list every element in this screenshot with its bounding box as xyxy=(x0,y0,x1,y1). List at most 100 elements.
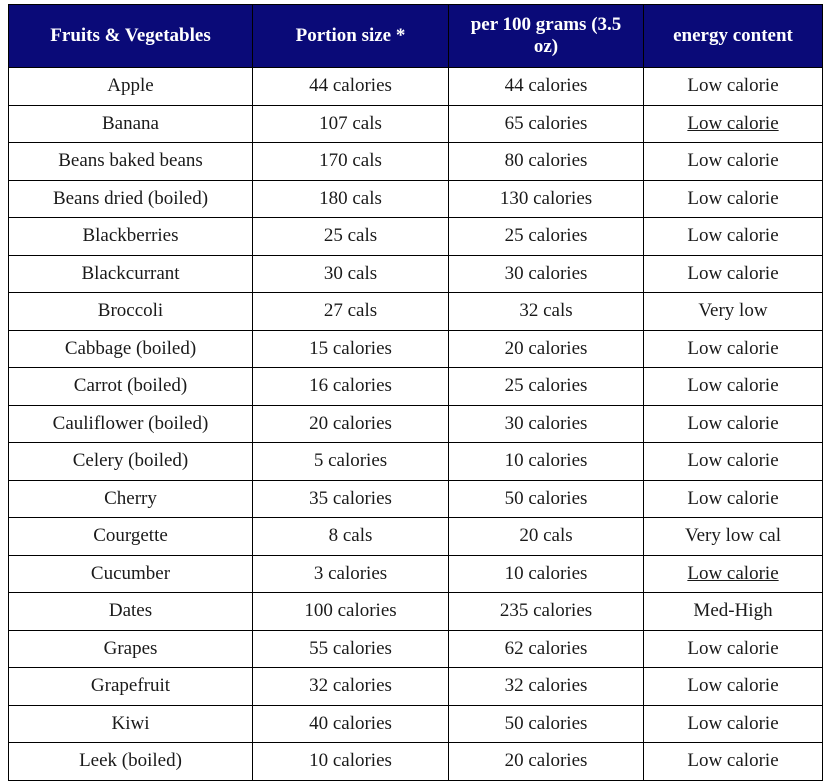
cell-per-100-grams: 235 calories xyxy=(448,592,644,631)
cell-item-name: Cauliflower (boiled) xyxy=(8,404,253,443)
cell-energy-content: Low calorie xyxy=(643,479,823,518)
cell-per-100-grams: 80 calories xyxy=(448,142,644,181)
table-row: Carrot (boiled) 16 calories 25 calories Low… xyxy=(8,367,823,406)
cell-energy-content: Low calorie xyxy=(643,629,823,668)
cell-per-100-grams: 20 calories xyxy=(448,329,644,368)
cell-portion-size: 5 calories xyxy=(252,442,449,481)
cell-per-100-grams: 20 calories xyxy=(448,742,644,781)
cell-energy-content: Low calorie xyxy=(643,442,823,481)
table-row: Blackcurrant 30 cals 30 calories Low calori… xyxy=(8,254,823,293)
cell-portion-size: 30 cals xyxy=(252,254,449,293)
calorie-table: Fruits & Vegetables Portion size * per 1… xyxy=(8,4,823,781)
table-row: Broccoli 27 cals 32 cals Very low xyxy=(8,292,823,331)
header-row: Fruits & Vegetables Portion size * per 1… xyxy=(8,4,823,68)
cell-item-name: Blackcurrant xyxy=(8,254,253,293)
table-row: Cucumber 3 calories 10 calories Low calorie xyxy=(8,554,823,593)
table-row: Beans dried (boiled) 180 cals 130 calories… xyxy=(8,179,823,218)
cell-per-100-grams: 20 cals xyxy=(448,517,644,556)
cell-energy-content: Low calorie xyxy=(643,554,823,593)
calorie-table-container: Fruits & Vegetables Portion size * per 1… xyxy=(8,4,823,781)
header-fruits-vegetables: Fruits & Vegetables xyxy=(8,4,253,68)
cell-energy-content: Low calorie xyxy=(643,704,823,743)
cell-energy-content: Low calorie xyxy=(643,667,823,706)
cell-item-name: Beans dried (boiled) xyxy=(8,179,253,218)
cell-energy-content: Very low cal xyxy=(643,517,823,556)
header-portion-size: Portion size * xyxy=(252,4,449,68)
cell-energy-content: Low calorie xyxy=(643,217,823,256)
cell-energy-content: Low calorie xyxy=(643,179,823,218)
cell-per-100-grams: 30 calories xyxy=(448,404,644,443)
cell-per-100-grams: 65 calories xyxy=(448,104,644,143)
cell-per-100-grams: 44 calories xyxy=(448,67,644,106)
header-per-100-grams: per 100 grams (3.5 oz) xyxy=(448,4,644,68)
table-row: Grapefruit 32 calories 32 calories Low calo… xyxy=(8,667,823,706)
cell-item-name: Dates xyxy=(8,592,253,631)
cell-energy-content: Med-High xyxy=(643,592,823,631)
cell-portion-size: 44 calories xyxy=(252,67,449,106)
table-row: Grapes 55 calories 62 calories Low calorie xyxy=(8,629,823,668)
cell-portion-size: 10 calories xyxy=(252,742,449,781)
table-row: Cauliflower (boiled) 20 calories 30 calori… xyxy=(8,404,823,443)
table-row: Courgette 8 cals 20 cals Very low cal xyxy=(8,517,823,556)
cell-portion-size: 25 cals xyxy=(252,217,449,256)
cell-per-100-grams: 10 calories xyxy=(448,442,644,481)
cell-item-name: Apple xyxy=(8,67,253,106)
cell-item-name: Carrot (boiled) xyxy=(8,367,253,406)
cell-energy-content: Low calorie xyxy=(643,104,823,143)
cell-portion-size: 3 calories xyxy=(252,554,449,593)
table-row: Kiwi 40 calories 50 calories Low calorie xyxy=(8,704,823,743)
table-row: Dates 100 calories 235 calories Med-High xyxy=(8,592,823,631)
cell-energy-content: Low calorie xyxy=(643,742,823,781)
table-row: Beans baked beans 170 cals 80 calories Low … xyxy=(8,142,823,181)
cell-energy-content: Low calorie xyxy=(643,67,823,106)
cell-energy-content: Low calorie xyxy=(643,329,823,368)
cell-portion-size: 170 cals xyxy=(252,142,449,181)
table-row: Celery (boiled) 5 calories 10 calories Low … xyxy=(8,442,823,481)
cell-portion-size: 180 cals xyxy=(252,179,449,218)
cell-item-name: Grapes xyxy=(8,629,253,668)
cell-energy-content: Low calorie xyxy=(643,254,823,293)
cell-item-name: Banana xyxy=(8,104,253,143)
cell-per-100-grams: 32 cals xyxy=(448,292,644,331)
cell-per-100-grams: 130 calories xyxy=(448,179,644,218)
cell-item-name: Blackberries xyxy=(8,217,253,256)
cell-per-100-grams: 25 calories xyxy=(448,217,644,256)
cell-portion-size: 107 cals xyxy=(252,104,449,143)
cell-portion-size: 15 calories xyxy=(252,329,449,368)
header-energy-content: energy content xyxy=(643,4,823,68)
cell-portion-size: 32 calories xyxy=(252,667,449,706)
cell-per-100-grams: 32 calories xyxy=(448,667,644,706)
table-row: Blackberries 25 cals 25 calories Low calori… xyxy=(8,217,823,256)
cell-portion-size: 100 calories xyxy=(252,592,449,631)
cell-item-name: Celery (boiled) xyxy=(8,442,253,481)
table-body: Apple 44 calories 44 calories Low calorie Ba… xyxy=(8,67,823,781)
cell-per-100-grams: 30 calories xyxy=(448,254,644,293)
table-row: Leek (boiled) 10 calories 20 calories Low c… xyxy=(8,742,823,781)
cell-item-name: Beans baked beans xyxy=(8,142,253,181)
table-row: Banana 107 cals 65 calories Low calorie xyxy=(8,104,823,143)
cell-item-name: Broccoli xyxy=(8,292,253,331)
cell-portion-size: 35 calories xyxy=(252,479,449,518)
table-row: Apple 44 calories 44 calories Low calorie xyxy=(8,67,823,106)
cell-per-100-grams: 50 calories xyxy=(448,479,644,518)
cell-portion-size: 27 cals xyxy=(252,292,449,331)
cell-energy-content: Low calorie xyxy=(643,367,823,406)
cell-portion-size: 20 calories xyxy=(252,404,449,443)
cell-portion-size: 8 cals xyxy=(252,517,449,556)
cell-portion-size: 16 calories xyxy=(252,367,449,406)
cell-item-name: Grapefruit xyxy=(8,667,253,706)
cell-item-name: Cabbage (boiled) xyxy=(8,329,253,368)
cell-item-name: Kiwi xyxy=(8,704,253,743)
cell-portion-size: 55 calories xyxy=(252,629,449,668)
cell-per-100-grams: 25 calories xyxy=(448,367,644,406)
cell-item-name: Cucumber xyxy=(8,554,253,593)
cell-energy-content: Low calorie xyxy=(643,404,823,443)
cell-item-name: Leek (boiled) xyxy=(8,742,253,781)
cell-per-100-grams: 62 calories xyxy=(448,629,644,668)
cell-per-100-grams: 50 calories xyxy=(448,704,644,743)
cell-item-name: Courgette xyxy=(8,517,253,556)
cell-energy-content: Very low xyxy=(643,292,823,331)
cell-portion-size: 40 calories xyxy=(252,704,449,743)
cell-item-name: Cherry xyxy=(8,479,253,518)
cell-energy-content: Low calorie xyxy=(643,142,823,181)
